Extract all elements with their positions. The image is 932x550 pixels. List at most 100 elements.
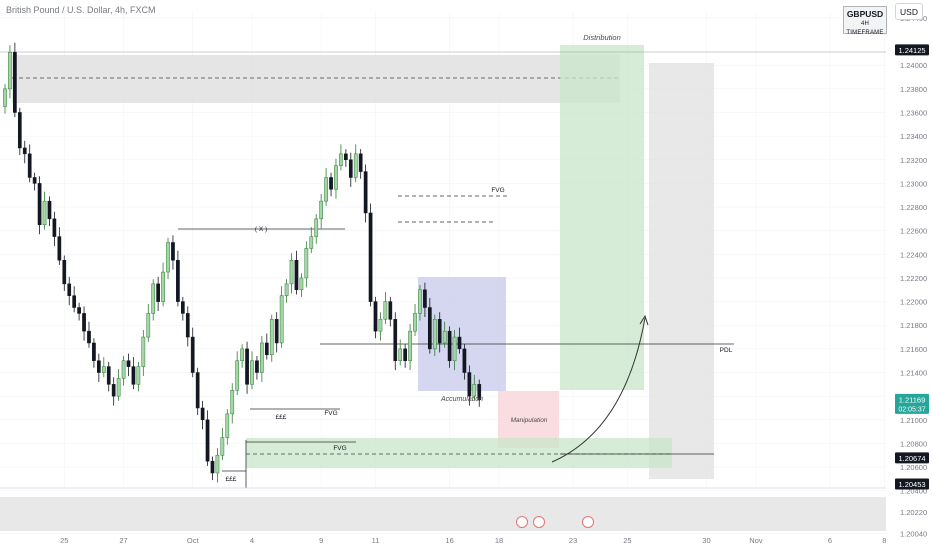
candle (299, 273, 304, 297)
candle (269, 314, 274, 362)
fvg-label-mid: FVG (324, 410, 337, 417)
symbol-line: British Pound / U.S. Dollar, 4h, FXCM (6, 5, 156, 15)
candle (452, 329, 457, 371)
candle (358, 149, 363, 179)
candle (447, 326, 452, 368)
fvg-label-top: FVG (491, 187, 504, 194)
candle (180, 296, 185, 321)
candle (348, 152, 353, 187)
candle (413, 303, 417, 336)
price-tick-label: 1.23200 (900, 156, 927, 165)
candle (418, 285, 422, 321)
candle (126, 353, 131, 377)
candle (442, 321, 447, 348)
badge-timeframe: 4H TIMEFRAME (846, 21, 884, 36)
candle (353, 144, 358, 183)
candle (156, 276, 160, 312)
price-tick-label: 1.24000 (900, 61, 927, 70)
candle (334, 158, 338, 199)
ggg-label-2: £££ (226, 476, 237, 483)
time-tick-label: 6 (828, 536, 832, 545)
currency-button[interactable]: USD (895, 3, 923, 20)
candle (383, 292, 388, 325)
price-label-value: 1.20674 (898, 454, 925, 463)
event-icon[interactable] (582, 516, 594, 528)
price-tick-label: 1.22200 (900, 274, 927, 283)
time-tick-label: 11 (372, 536, 380, 545)
price-tick-label: 1.22600 (900, 227, 927, 236)
event-icons (516, 516, 594, 528)
candle (264, 333, 269, 360)
fvg-label-bottom: FVG (333, 445, 346, 452)
candle (166, 237, 170, 280)
price-tick-label: 1.20800 (900, 439, 927, 448)
candle (62, 255, 67, 291)
time-tick-label: 25 (60, 536, 68, 545)
event-icon[interactable] (533, 516, 545, 528)
price-tick-label: 1.23000 (900, 179, 927, 188)
price-label: 1.20674 (895, 452, 929, 464)
candle (274, 312, 279, 353)
badge-symbol: GBPUSD (846, 9, 884, 19)
candle (432, 314, 437, 356)
candle (220, 428, 225, 460)
time-axis[interactable]: 25 27 Oct 4 9 11 16 18 23 25 30 Nov 6 8 (60, 536, 886, 545)
price-tick-label: 1.23800 (900, 85, 927, 94)
candle (106, 361, 111, 392)
candle (190, 327, 195, 378)
candle (121, 355, 126, 386)
candle (309, 227, 314, 254)
candle (27, 144, 32, 183)
distribution-box (560, 45, 644, 390)
price-tick-label: 1.21000 (900, 416, 927, 425)
candle (8, 45, 12, 99)
candle (467, 365, 472, 406)
candle (319, 194, 324, 229)
candle (57, 227, 62, 265)
candle (423, 282, 427, 317)
candle (373, 296, 378, 339)
candle (195, 367, 200, 416)
time-tick-label: 18 (495, 536, 503, 545)
price-tick-label: 1.20400 (900, 487, 927, 496)
candle (289, 253, 294, 294)
candle (403, 344, 407, 368)
candle (344, 149, 348, 167)
candle (215, 448, 220, 483)
event-icon[interactable] (516, 516, 528, 528)
candle (457, 327, 462, 354)
candle (72, 286, 77, 313)
candle (210, 456, 215, 481)
candle (314, 214, 319, 244)
candle (245, 341, 249, 394)
candle (329, 172, 333, 197)
candle (437, 312, 442, 353)
ggg-label-1: £££ (276, 414, 287, 421)
candle (368, 203, 373, 307)
candle (141, 329, 146, 377)
candle (477, 379, 482, 407)
candle (42, 191, 47, 230)
price-tick-label: 1.20040 (900, 529, 927, 538)
candle (304, 241, 309, 288)
candle (427, 298, 432, 354)
candle (151, 279, 156, 321)
candle (176, 250, 180, 307)
supply-zone (12, 55, 620, 103)
candle (131, 357, 136, 390)
candle (146, 303, 151, 342)
candle (111, 377, 116, 406)
time-tick-label: 23 (569, 536, 577, 545)
volume-pane (0, 497, 886, 531)
candle (185, 306, 190, 347)
candle (398, 339, 403, 366)
price-label-value: 1.24125 (898, 46, 925, 55)
price-tick-label: 1.23600 (900, 108, 927, 117)
price-label: 1.21169 02:05:37 (895, 393, 929, 414)
candle (388, 296, 393, 327)
manipulation-label: Manipulation (511, 417, 548, 424)
candle (92, 338, 96, 368)
candles (3, 42, 482, 483)
